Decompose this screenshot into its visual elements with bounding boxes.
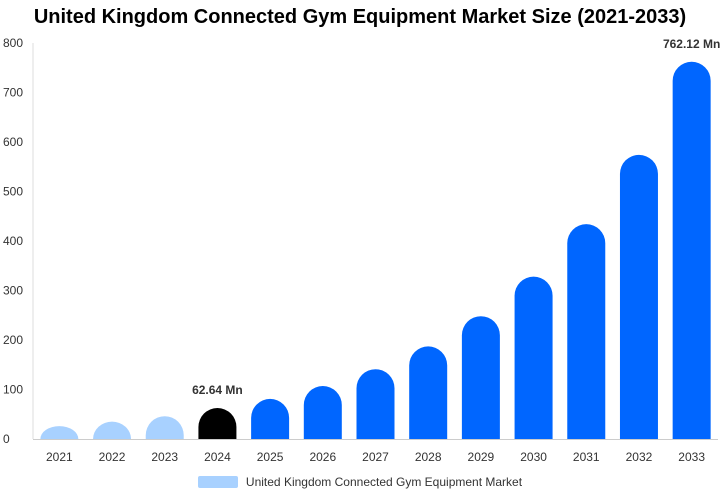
x-tick-label: 2023 — [151, 450, 178, 464]
x-tick-label: 2028 — [415, 450, 442, 464]
y-axis: 0 100 200 300 400 500 600 700 800 — [3, 36, 34, 446]
bar-2024 — [198, 407, 237, 439]
y-tick-label: 800 — [3, 36, 23, 50]
bar-2033 — [672, 61, 711, 439]
x-tick-label: 2029 — [468, 450, 495, 464]
x-tick-label: 2033 — [678, 450, 705, 464]
y-tick-label: 600 — [3, 135, 23, 149]
x-tick-label: 2022 — [99, 450, 126, 464]
bar-2023 — [145, 416, 184, 439]
bar-2029 — [461, 316, 500, 439]
bars — [40, 61, 711, 439]
y-tick-label: 400 — [3, 234, 23, 248]
bar-2028 — [409, 346, 448, 439]
y-tick-label: 300 — [3, 284, 23, 298]
x-tick-label: 2032 — [626, 450, 653, 464]
y-tick-label: 700 — [3, 86, 23, 100]
bar-2030 — [514, 276, 553, 439]
y-tick-label: 0 — [3, 432, 10, 446]
bar-2021 — [40, 426, 79, 439]
bar-2031 — [567, 224, 606, 439]
bar-2027 — [356, 369, 395, 439]
x-axis: 2021 2022 2023 2024 2025 2026 2027 2028 2029 2030… — [33, 439, 718, 464]
bar-2025 — [251, 398, 290, 439]
bar-2026 — [303, 386, 342, 439]
legend: United Kingdom Connected Gym Equipment M… — [0, 475, 720, 489]
data-labels: 62.64 Mn 762.12 Mn — [192, 37, 720, 397]
legend-swatch — [197, 476, 238, 488]
legend-label: United Kingdom Connected Gym Equipment M… — [245, 475, 523, 489]
bar-2032 — [619, 154, 658, 439]
data-label-2033: 762.12 Mn — [663, 37, 720, 51]
x-tick-label: 2026 — [309, 450, 336, 464]
x-tick-label: 2025 — [257, 450, 284, 464]
x-tick-label: 2030 — [520, 450, 547, 464]
bar-2022 — [93, 421, 132, 439]
data-label-2024: 62.64 Mn — [192, 383, 243, 397]
y-tick-label: 200 — [3, 333, 23, 347]
y-tick-label: 500 — [3, 185, 23, 199]
x-tick-label: 2031 — [573, 450, 600, 464]
y-tick-label: 100 — [3, 383, 23, 397]
x-tick-label: 2024 — [204, 450, 231, 464]
x-tick-label: 2021 — [46, 450, 73, 464]
chart-title: United Kingdom Connected Gym Equipment M… — [33, 6, 687, 28]
x-tick-label: 2027 — [362, 450, 389, 464]
